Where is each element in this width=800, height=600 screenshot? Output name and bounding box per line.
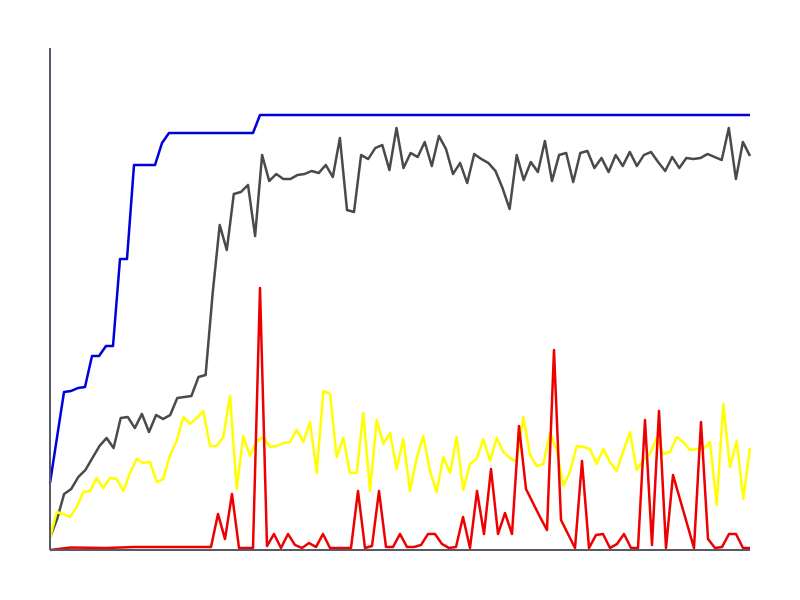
series-line-4: [49, 286, 750, 552]
series-line-2: [48, 126, 752, 538]
series-line-3: [48, 389, 752, 539]
series-layer: [48, 113, 752, 552]
axes: [49, 48, 750, 551]
series-line-1: [48, 113, 750, 484]
